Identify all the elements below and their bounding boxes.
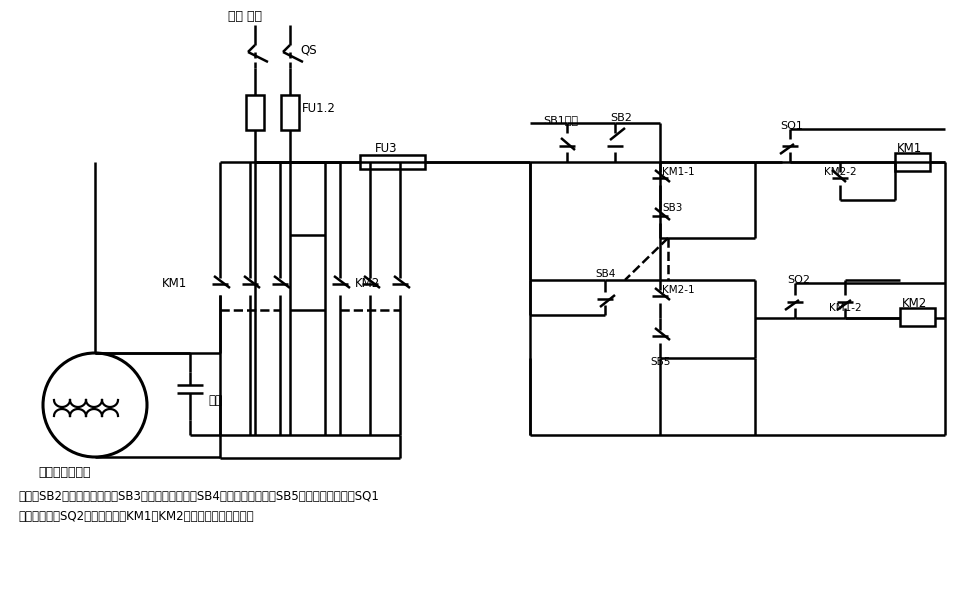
Text: SB5: SB5 bbox=[650, 357, 670, 367]
Text: SB1停止: SB1停止 bbox=[542, 115, 578, 125]
Bar bbox=[894, 153, 929, 171]
Bar bbox=[899, 308, 934, 326]
Text: SB3: SB3 bbox=[661, 203, 681, 213]
Text: 单相电容电动机: 单相电容电动机 bbox=[38, 465, 90, 479]
Text: 电容: 电容 bbox=[208, 393, 222, 406]
Bar bbox=[281, 95, 299, 130]
Text: 火线 零线: 火线 零线 bbox=[228, 10, 261, 23]
Text: KM2: KM2 bbox=[355, 276, 380, 289]
Text: SB2: SB2 bbox=[609, 113, 631, 123]
Text: KM1-1: KM1-1 bbox=[661, 167, 694, 177]
Text: KM1: KM1 bbox=[896, 141, 922, 155]
Text: KM1-2: KM1-2 bbox=[828, 303, 861, 313]
Text: SQ2: SQ2 bbox=[786, 275, 809, 285]
Text: 说明：SB2为上升启动按鈕，SB3为上升点动按鈕，SB4为下降启动按鈕，SB5为下降点动按鈕；SQ1: 说明：SB2为上升启动按鈕，SB3为上升点动按鈕，SB4为下降启动按鈕，SB5为… bbox=[18, 490, 379, 504]
Bar bbox=[246, 95, 263, 130]
Text: KM1: KM1 bbox=[161, 276, 187, 289]
Text: KM2-1: KM2-1 bbox=[661, 285, 694, 295]
Text: SQ1: SQ1 bbox=[779, 121, 802, 131]
Text: SB4: SB4 bbox=[595, 269, 615, 279]
Text: KM2-2: KM2-2 bbox=[824, 167, 855, 177]
Text: FU3: FU3 bbox=[375, 141, 397, 155]
Text: QS: QS bbox=[300, 43, 316, 57]
Bar bbox=[359, 155, 425, 169]
Text: FU1.2: FU1.2 bbox=[302, 102, 335, 114]
Text: KM2: KM2 bbox=[901, 297, 926, 309]
Text: 为最高限位，SQ2为最低限位。KM1、KM2可用中间继电器代替。: 为最高限位，SQ2为最低限位。KM1、KM2可用中间继电器代替。 bbox=[18, 510, 254, 524]
